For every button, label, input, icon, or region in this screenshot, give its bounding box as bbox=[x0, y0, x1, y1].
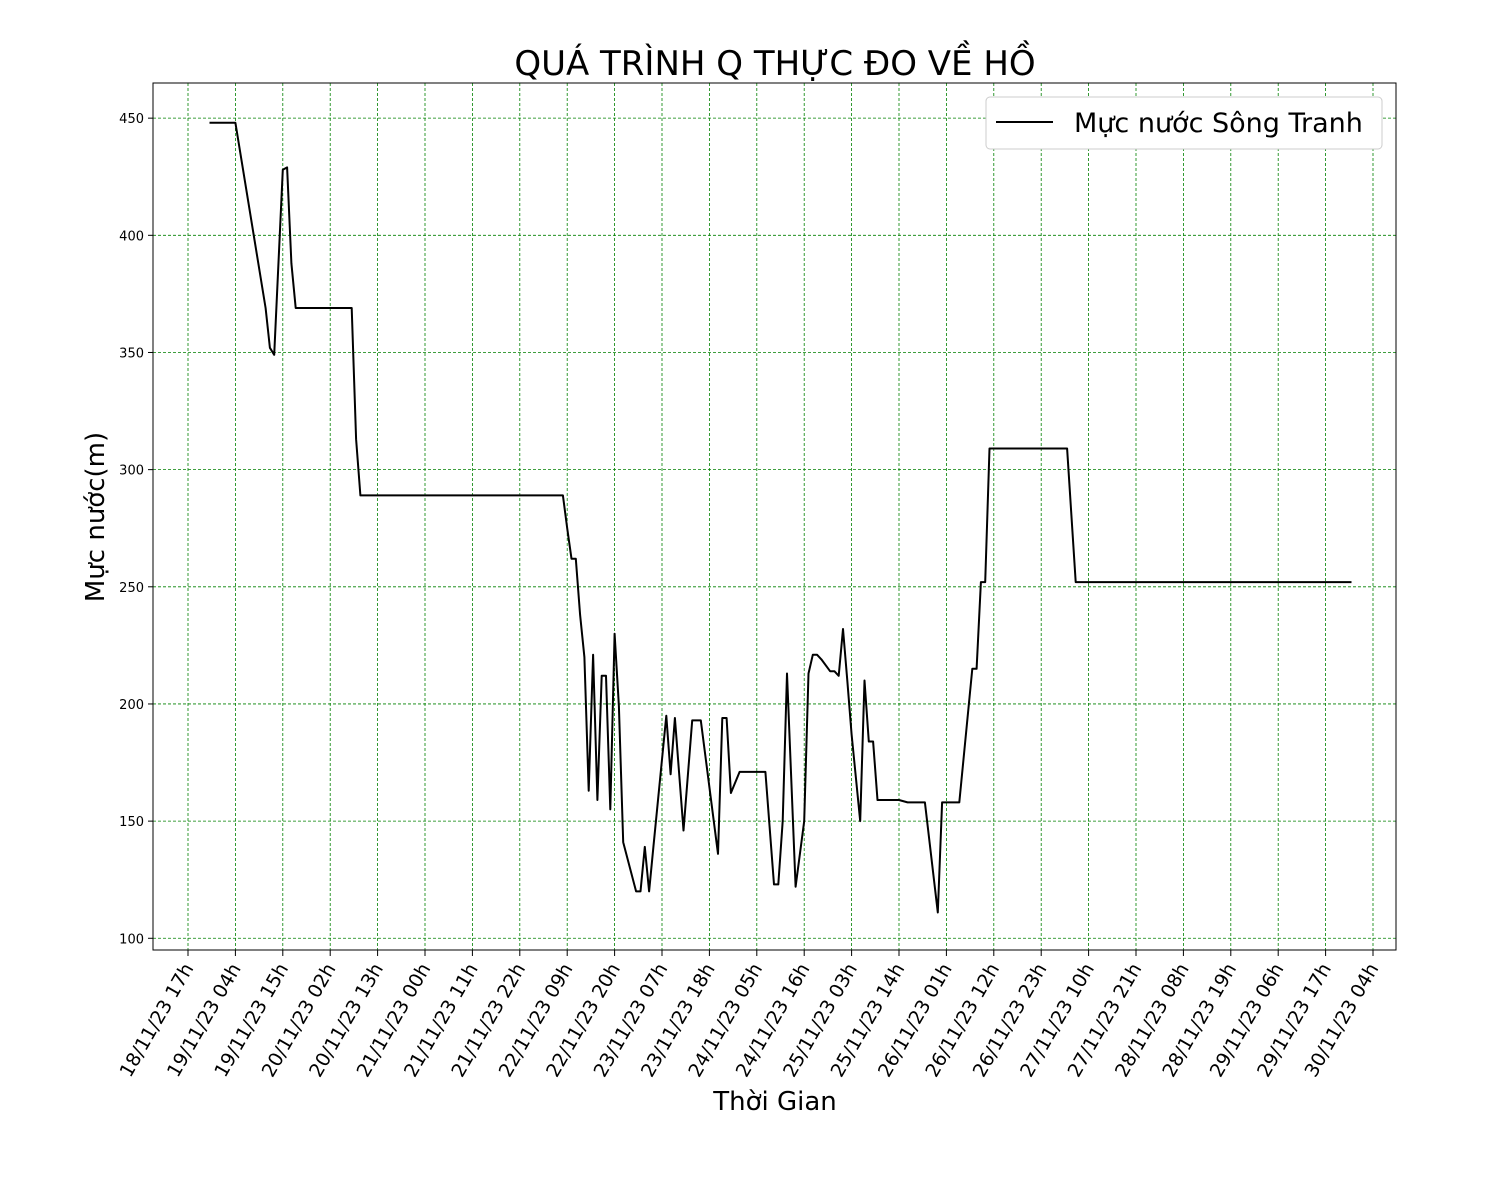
y-tick-label: 400 bbox=[119, 229, 144, 244]
grid bbox=[153, 83, 1396, 950]
y-tick-label: 350 bbox=[119, 346, 144, 361]
y-ticks: 100 150 200 250 300 350 400 450 bbox=[119, 112, 153, 947]
y-tick-label: 250 bbox=[119, 581, 144, 596]
y-axis-label: Mực nước(m) bbox=[81, 432, 111, 602]
y-tick-label: 200 bbox=[119, 698, 144, 713]
legend: Mực nước Sông Tranh bbox=[985, 96, 1383, 150]
x-axis-label: Thời Gian bbox=[712, 1087, 837, 1117]
axes-frame bbox=[152, 82, 1397, 951]
series-line-song-tranh bbox=[209, 121, 1352, 914]
y-tick-label: 150 bbox=[119, 815, 144, 830]
y-tick-label: 450 bbox=[119, 112, 144, 127]
chart-title: QUÁ TRÌNH Q THỰC ĐO VỀ HỒ bbox=[514, 40, 1035, 84]
legend-entry-song-tranh: Mực nước Sông Tranh bbox=[1074, 108, 1363, 139]
y-tick-label: 300 bbox=[119, 464, 144, 479]
y-tick-label: 100 bbox=[119, 932, 144, 947]
legend-box bbox=[985, 96, 1383, 150]
